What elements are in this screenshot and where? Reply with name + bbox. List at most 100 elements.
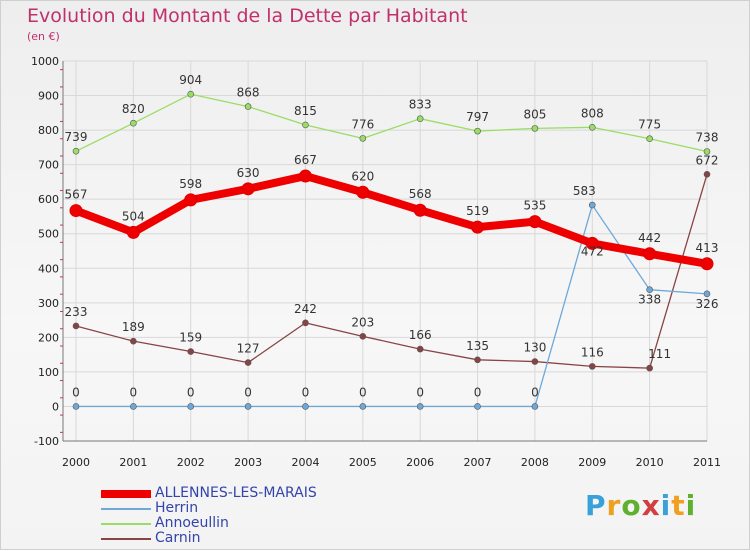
data-point [244,403,252,410]
data-point [187,348,195,355]
data-point [416,115,424,122]
data-label: 0 [474,385,482,399]
data-label: 0 [531,385,539,399]
data-point [646,364,653,372]
data-label: 338 [638,293,661,307]
data-point [646,286,653,293]
data-label: 667 [294,153,317,167]
data-point [528,215,542,229]
x-tick-label: 2008 [521,456,549,469]
data-label: 739 [65,130,88,144]
data-point [130,403,137,410]
data-point [416,403,424,410]
data-label: 868 [237,86,260,100]
y-tick-label: 900 [38,90,59,103]
data-label: 815 [294,104,317,118]
data-point [703,148,711,155]
data-label: 166 [409,328,432,342]
data-label: 0 [130,385,138,399]
logo-letter: i [685,489,697,522]
data-label: 568 [409,187,432,201]
data-label: 130 [523,341,546,355]
x-tick-label: 2004 [291,456,319,469]
chart-legend: ALLENNES-LES-MARAIS Herrin Annoeullin Carni… [101,486,317,546]
data-label: 620 [351,169,374,183]
legend-label: ALLENNES-LES-MARAIS [155,485,317,501]
legend-swatch [101,537,151,540]
data-point [187,90,195,98]
data-point [588,201,596,209]
data-point [700,257,714,271]
data-point [703,290,711,298]
y-tick-label: 200 [38,331,59,344]
y-tick-label: 500 [38,228,59,241]
data-label: 519 [466,204,489,218]
data-label: 442 [638,231,661,245]
data-label: 0 [359,385,367,399]
data-point [588,124,596,131]
legend-item: Herrin [101,501,317,516]
x-tick-label: 2001 [119,456,147,469]
series-line [76,204,708,408]
data-point [413,203,427,217]
data-label: 159 [179,331,202,345]
x-tick-label: 2009 [578,456,606,469]
logo-letter: i [660,489,672,522]
x-tick-label: 2000 [62,456,90,469]
data-point [130,337,137,345]
data-label: 116 [581,345,604,359]
data-label: 904 [179,73,202,87]
data-label: 111 [648,347,671,361]
chart-title: Evolution du Montant de la Dette par Hab… [27,5,468,27]
series-line [75,93,708,153]
data-label: 797 [466,110,489,124]
series-line [75,174,708,369]
data-point [531,358,539,365]
series-line [74,172,708,268]
legend-item: ALLENNES-LES-MARAIS [101,486,317,501]
data-label: 583 [573,184,596,198]
legend-label: Herrin [155,500,199,516]
data-point [69,204,83,218]
data-label: 472 [581,244,604,258]
data-label: 135 [466,339,489,353]
x-tick-label: 2011 [693,456,721,469]
data-label: 0 [187,385,195,399]
data-point [130,119,137,127]
logo-letter: x [641,489,661,522]
data-label: 808 [581,106,604,120]
legend-swatch [101,522,151,525]
data-point [302,121,309,129]
legend-label: Annoeullin [155,515,229,531]
data-point [72,322,80,330]
y-tick-label: 400 [38,262,59,275]
data-label: 820 [122,102,145,116]
data-label: 738 [696,131,719,145]
data-point [588,363,596,370]
data-label: 567 [65,188,88,202]
proxiti-logo: Proxiti [585,489,696,522]
data-label: 242 [294,302,317,316]
data-label: 189 [122,320,145,334]
chart-subtitle: (en €) [27,30,60,43]
data-point [244,359,252,366]
data-label: 413 [696,241,719,255]
legend-item: Carnin [101,531,317,546]
data-point [474,127,481,135]
data-point [298,169,312,183]
data-point [126,225,140,239]
data-label: 776 [351,117,374,131]
data-label: 0 [302,385,310,399]
data-point [359,333,367,340]
data-point [241,182,255,196]
x-tick-label: 2007 [464,456,492,469]
data-label: 0 [244,385,252,399]
logo-letter: r [606,489,622,522]
data-label: 0 [416,385,424,399]
data-point [531,403,539,410]
legend-item: Annoeullin [101,516,317,531]
data-point [359,135,367,142]
logo-letter: t [671,489,686,522]
